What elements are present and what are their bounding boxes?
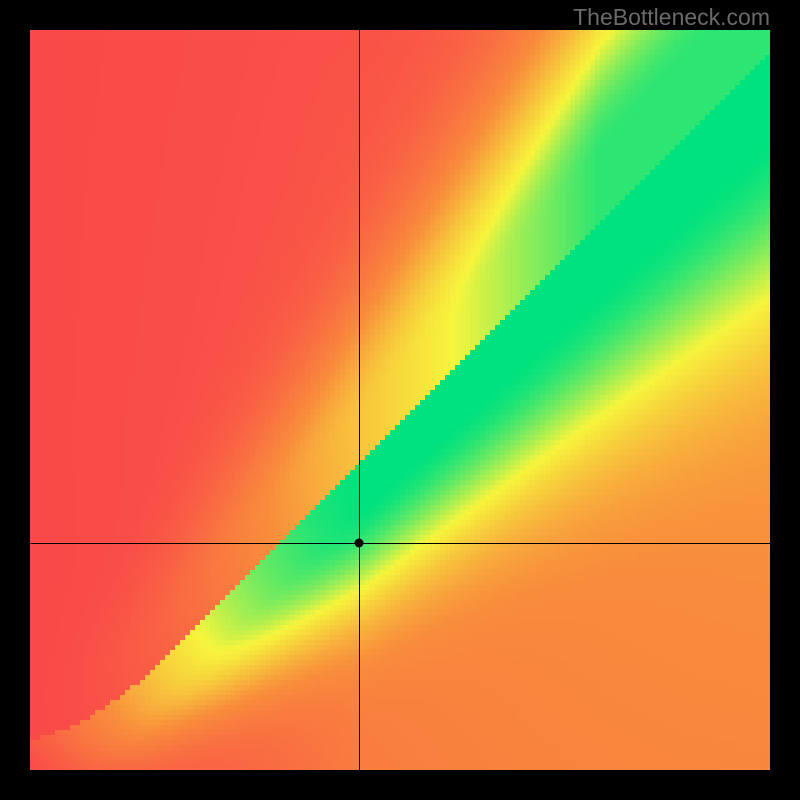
crosshair-vertical bbox=[359, 30, 360, 770]
crosshair-dot bbox=[355, 538, 364, 547]
heatmap-canvas bbox=[30, 30, 770, 770]
crosshair-horizontal bbox=[30, 543, 770, 544]
watermark-text: TheBottleneck.com bbox=[573, 4, 770, 31]
bottleneck-heatmap bbox=[30, 30, 770, 770]
